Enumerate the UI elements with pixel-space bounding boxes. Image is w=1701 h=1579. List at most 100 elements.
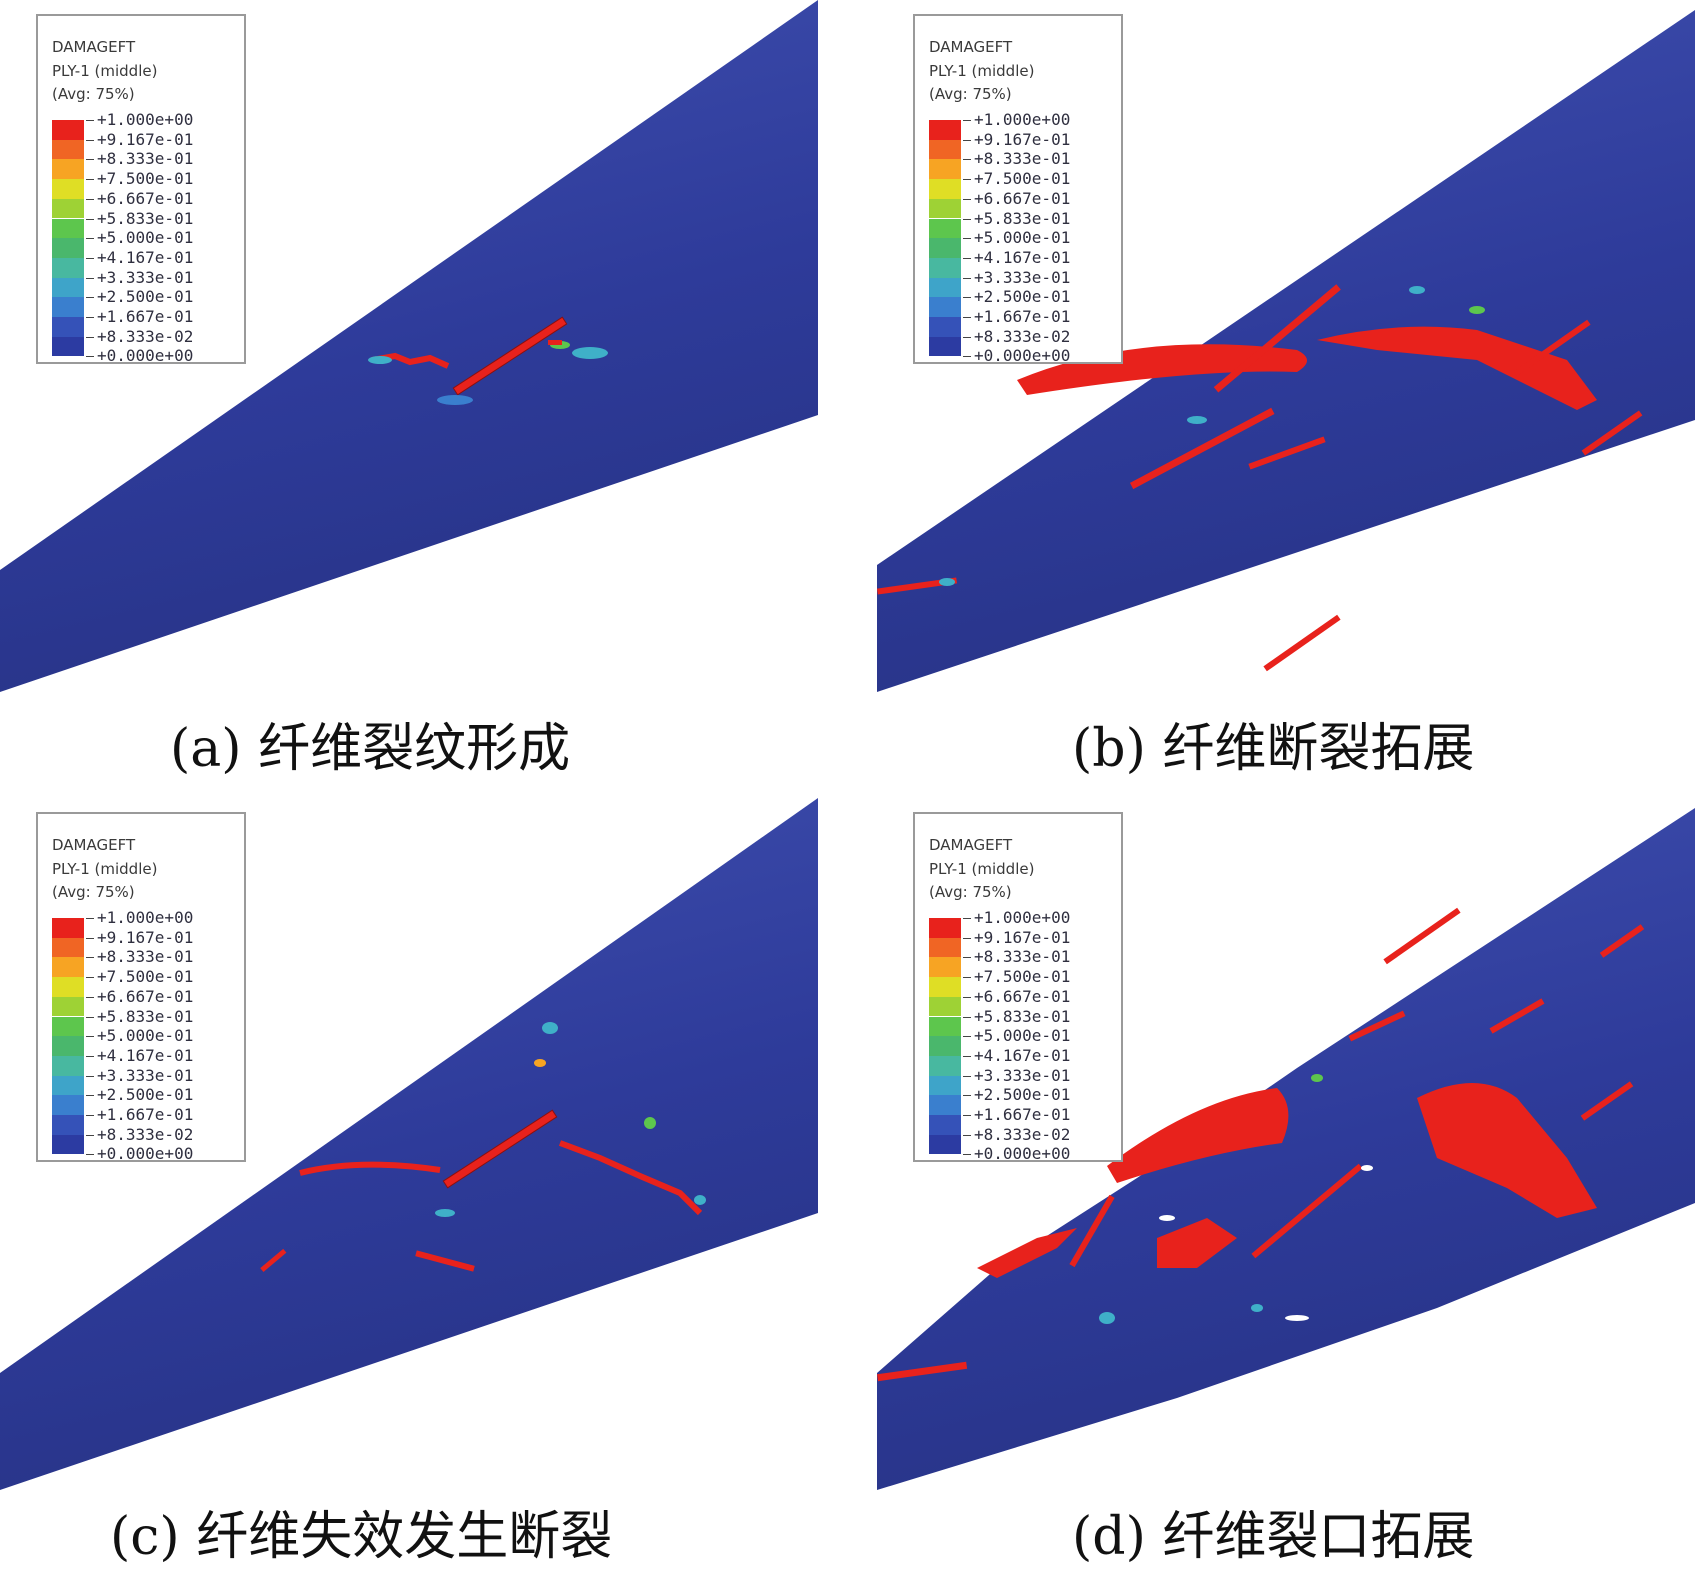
legend-tick-label: +2.500e-01 (86, 289, 193, 309)
legend-swatch (929, 918, 961, 938)
legend-tick-label: +7.500e-01 (963, 171, 1070, 191)
legend-swatch (929, 179, 961, 199)
legend-tick-label: +6.667e-01 (86, 988, 193, 1009)
legend-tick-label: +8.333e-02 (963, 328, 1070, 349)
legend-tick-label: +5.000e-01 (86, 1028, 193, 1048)
legend-tick-label: +2.500e-01 (86, 1087, 193, 1107)
legend: DAMAGEFT PLY-1 (middle) (Avg: 75%) +1.00… (913, 812, 1123, 1162)
legend-tick-label: +9.167e-01 (963, 131, 1070, 152)
legend-color-bar (929, 120, 961, 357)
damage-zone-c (260, 1022, 706, 1272)
legend-swatch (929, 1016, 961, 1037)
legend-tick-label: +2.500e-01 (963, 289, 1070, 309)
legend-swatch (52, 1134, 84, 1155)
legend-tick-label: +7.500e-01 (963, 969, 1070, 989)
tube-render-b (877, 10, 1695, 692)
legend-avg: (Avg: 75%) (929, 85, 1012, 103)
legend-tick-label: +8.333e-02 (86, 1126, 193, 1147)
legend-swatch (52, 1095, 84, 1115)
legend-variable: DAMAGEFT (52, 836, 136, 854)
legend-avg: (Avg: 75%) (929, 883, 1012, 901)
legend-ply: PLY-1 (middle) (929, 62, 1035, 80)
legend-tick-label: +6.667e-01 (963, 190, 1070, 211)
panel-d: DAMAGEFT PLY-1 (middle) (Avg: 75%) +1.00… (877, 798, 1695, 1490)
legend-swatch (52, 1115, 84, 1135)
legend-tick-label: +9.167e-01 (963, 929, 1070, 950)
legend-swatch (52, 957, 84, 978)
legend-tick-label: +5.833e-01 (963, 1008, 1070, 1029)
legend-tick-label: +8.333e-02 (963, 1126, 1070, 1147)
legend-swatch (52, 996, 84, 1017)
legend-swatch (52, 218, 84, 239)
legend-swatch (929, 198, 961, 219)
legend-swatch (929, 1055, 961, 1076)
legend-swatch (52, 937, 84, 958)
legend-color-bar (929, 918, 961, 1155)
legend-avg: (Avg: 75%) (52, 85, 135, 103)
legend-tick-label: +6.667e-01 (963, 988, 1070, 1009)
legend-tick-label: +0.000e+00 (86, 348, 193, 368)
damage-zone-b (877, 284, 1643, 672)
legend-swatch (929, 297, 961, 317)
legend-tick-label: +0.000e+00 (963, 348, 1070, 368)
legend-swatch (52, 120, 84, 140)
tube-render-a (0, 0, 818, 692)
legend-swatch (929, 957, 961, 978)
legend-tick-label: +1.000e+00 (86, 910, 193, 930)
legend-color-bar (52, 120, 84, 357)
legend-swatch (929, 1115, 961, 1135)
legend-tick-label: +1.667e-01 (86, 309, 193, 329)
legend-tick-label: +8.333e-01 (963, 151, 1070, 171)
legend-swatch (929, 937, 961, 958)
legend-tick-label: +4.167e-01 (963, 1048, 1070, 1068)
legend-variable: DAMAGEFT (52, 38, 136, 56)
legend-tick-label: +9.167e-01 (86, 131, 193, 152)
legend-tick-label: +5.833e-01 (86, 210, 193, 231)
legend-swatch (929, 238, 961, 258)
legend-color-bar (52, 918, 84, 1155)
legend-tick-label: +8.333e-01 (86, 151, 193, 171)
legend-tick-label: +1.000e+00 (963, 112, 1070, 132)
legend-tick-label: +4.167e-01 (86, 250, 193, 270)
legend-swatch (52, 179, 84, 199)
legend-swatch (52, 257, 84, 278)
legend-avg: (Avg: 75%) (52, 883, 135, 901)
tube-render-d (877, 808, 1695, 1490)
damage-zone-a (368, 316, 608, 405)
legend-swatch (52, 238, 84, 258)
legend-tick-label: +5.833e-01 (963, 210, 1070, 231)
panel-c: DAMAGEFT PLY-1 (middle) (Avg: 75%) +1.00… (0, 798, 818, 1490)
legend-tick-label: +7.500e-01 (86, 969, 193, 989)
legend-tick-label: +0.000e+00 (963, 1146, 1070, 1166)
panel-b: DAMAGEFT PLY-1 (middle) (Avg: 75%) +1.00… (877, 0, 1695, 692)
legend-swatch (929, 120, 961, 140)
legend-swatch (52, 1075, 84, 1096)
legend-swatch (52, 317, 84, 337)
legend-variable: DAMAGEFT (929, 836, 1013, 854)
legend-tick-label: +3.333e-01 (963, 1067, 1070, 1088)
legend-tick-label: +3.333e-01 (86, 1067, 193, 1088)
tube-body (0, 798, 818, 1490)
tube-body (0, 0, 818, 692)
legend-swatch (929, 218, 961, 239)
legend-tick-label: +5.000e-01 (86, 230, 193, 250)
legend-tick-label: +5.000e-01 (963, 1028, 1070, 1048)
panel-a: DAMAGEFT PLY-1 (middle) (Avg: 75%) +1.00… (0, 0, 818, 692)
legend-tick-label: +3.333e-01 (963, 269, 1070, 290)
legend-swatch (929, 257, 961, 278)
legend-ply: PLY-1 (middle) (52, 860, 158, 878)
legend-swatch (52, 277, 84, 298)
legend-swatch (52, 336, 84, 357)
legend-tick-label: +2.500e-01 (963, 1087, 1070, 1107)
legend-swatch (52, 977, 84, 997)
legend-variable: DAMAGEFT (929, 38, 1013, 56)
tube-body (877, 808, 1695, 1490)
legend-swatch (929, 1134, 961, 1155)
damage-zone-d (877, 907, 1645, 1382)
legend-tick-label: +4.167e-01 (963, 250, 1070, 270)
legend-swatch (929, 317, 961, 337)
legend-swatch (929, 1095, 961, 1115)
caption-b: (b) 纤维断裂拓展 (1072, 719, 1475, 779)
legend-swatch (929, 139, 961, 160)
legend-ply: PLY-1 (middle) (52, 62, 158, 80)
